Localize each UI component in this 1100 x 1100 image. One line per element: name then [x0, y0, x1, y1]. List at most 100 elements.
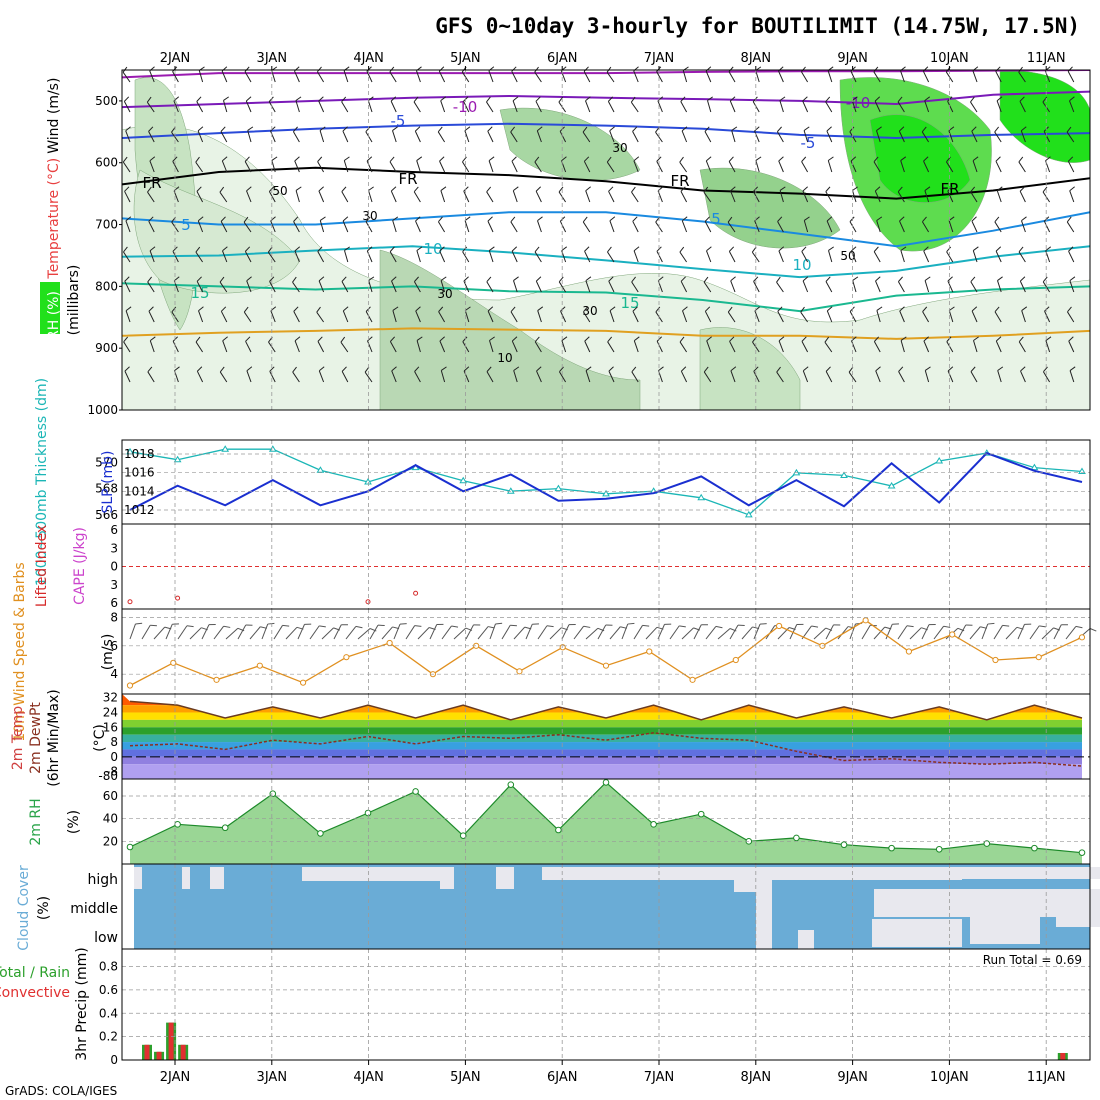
barb-feather [465, 306, 471, 311]
barb-feather [320, 216, 326, 221]
rh-shading [122, 70, 1090, 410]
wind-barb [970, 186, 978, 203]
barb-shaft [705, 626, 717, 640]
barb-shaft [271, 70, 276, 83]
rh-contour-label: 30 [582, 304, 597, 318]
barb-shaft [997, 280, 1002, 293]
wind-barb [367, 336, 373, 353]
wind-barb [369, 624, 385, 640]
barb-feather [704, 126, 710, 132]
barb-feather [1019, 276, 1026, 282]
barb-shaft [392, 220, 397, 233]
barb-feather [219, 186, 225, 193]
barb-feather [704, 306, 711, 312]
wind-barb [197, 216, 204, 233]
barb-feather [439, 336, 445, 342]
barb-shaft [923, 160, 930, 173]
barb-feather [929, 624, 936, 626]
wind-barb [390, 186, 397, 203]
wind-barb [453, 627, 473, 640]
barb-shaft [342, 310, 349, 323]
wind-barb [682, 306, 688, 323]
wind-barb [149, 156, 156, 173]
day-label-bottom: 11JAN [1027, 1070, 1066, 1085]
wind-barb [897, 96, 905, 113]
barb-feather [606, 156, 612, 163]
day-label-top: 4JAN [353, 51, 384, 66]
barb-shaft [803, 220, 809, 233]
barb-shaft [825, 191, 833, 203]
barb-feather [873, 246, 879, 252]
barb-feather [317, 246, 323, 252]
y-tick-label: 0.8 [99, 960, 118, 974]
barb-shaft [269, 371, 276, 383]
barb-shaft [608, 191, 615, 203]
cloud-clear [756, 867, 772, 949]
wind-barb [292, 366, 300, 383]
barb-feather [124, 96, 130, 102]
barb-shaft [196, 281, 204, 293]
wind-barb [414, 126, 421, 143]
barb-feather [583, 306, 588, 313]
barb-feather [148, 126, 154, 132]
barb-feather [196, 186, 202, 192]
y-tick-right: 1016 [124, 466, 155, 480]
barb-shaft [803, 130, 809, 143]
barb-shaft [464, 220, 470, 233]
wind-barb [703, 366, 712, 383]
barb-feather [681, 126, 688, 132]
barb-shaft [122, 161, 131, 173]
y-axis-title: CAPE (J/kg) [72, 527, 88, 605]
barb-feather [729, 246, 735, 252]
day-label-top: 2JAN [160, 51, 191, 66]
barb-feather [802, 276, 809, 282]
barb-shaft [390, 100, 397, 113]
wind-barb [583, 66, 591, 83]
barb-feather [172, 246, 178, 252]
barb-feather [778, 156, 784, 162]
barb-shaft [146, 101, 155, 113]
barb-shaft [597, 624, 607, 640]
barb-shaft [535, 280, 542, 293]
thickness-point [744, 510, 753, 518]
wind-barb [997, 366, 1004, 383]
barb-shaft [585, 370, 591, 383]
wind-barb [439, 156, 446, 173]
wind-barb [606, 156, 615, 173]
barb-shaft [122, 71, 131, 83]
barb-shaft [221, 160, 228, 173]
day-label-top: 8JAN [741, 51, 772, 66]
barb-shaft [318, 190, 325, 203]
wind-barb [537, 625, 554, 640]
barb-feather [293, 216, 299, 222]
barb-shaft [657, 624, 665, 640]
barb-feather [680, 276, 686, 282]
rh-contour-label: 50 [272, 184, 287, 198]
wind-barb [728, 246, 736, 263]
barb-feather [925, 366, 931, 371]
text-layer: GFS 0~10day 3-hourly for BOUTILIMIT (14.… [0, 14, 1082, 1098]
barb-shaft [123, 101, 131, 113]
barb-shaft [243, 311, 252, 323]
barb-feather [627, 622, 635, 625]
wind-barb [213, 625, 231, 640]
barb-feather [282, 624, 290, 627]
wind-barb [669, 625, 686, 640]
thickness-point [364, 478, 372, 485]
y-axis-title: (millibars) [66, 265, 82, 336]
thickness-point [697, 493, 706, 501]
wind-barb [285, 626, 304, 640]
barb-shaft [535, 101, 542, 113]
barb-shaft [487, 130, 494, 143]
barb-shaft [704, 221, 712, 233]
barb-feather [172, 623, 179, 625]
barb-feather [876, 216, 883, 221]
barb-shaft [682, 310, 688, 323]
wind-barb [573, 625, 591, 640]
wind-barb [246, 186, 252, 203]
barb-shaft [488, 160, 494, 173]
wind-barb [585, 627, 605, 640]
wind-barb [1018, 246, 1026, 263]
barb-shaft [525, 624, 533, 640]
barb-feather [924, 96, 931, 102]
